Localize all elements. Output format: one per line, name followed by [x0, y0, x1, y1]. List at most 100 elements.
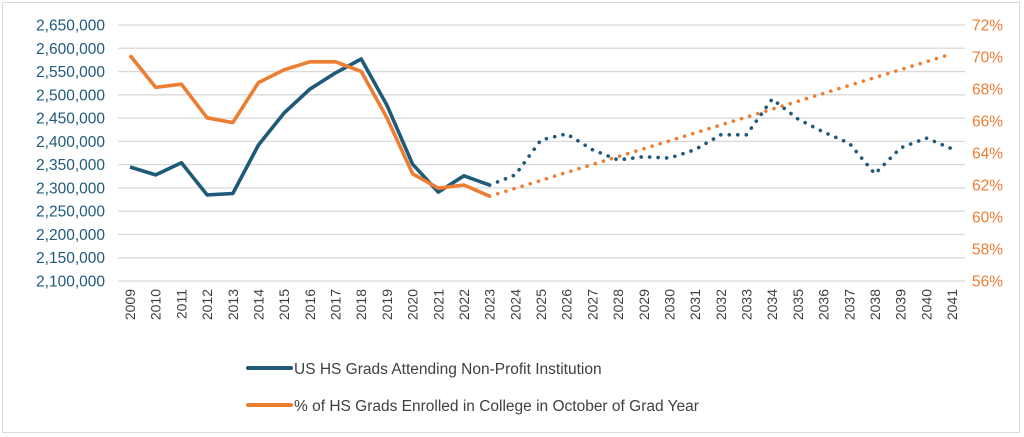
- data-point-enrollment-rate: [129, 54, 132, 57]
- x-axis-tick-label: 2018: [353, 289, 369, 320]
- data-point-enrollment-rate: [231, 121, 234, 124]
- data-point-enrollment-rate: [154, 86, 157, 89]
- right-axis-tick-label: 66%: [972, 114, 1003, 131]
- data-point-grads-projected: [617, 158, 620, 161]
- x-axis-tick-label: 2035: [790, 289, 806, 320]
- right-axis-tick-label: 68%: [972, 82, 1003, 99]
- x-axis-tick-label: 2037: [841, 289, 857, 320]
- left-axis-tick-label: 2,250,000: [36, 204, 105, 221]
- data-point-enrollment-rate-projected: [951, 52, 954, 55]
- data-point-grads-projected: [951, 147, 954, 150]
- right-axis-tick-label: 62%: [972, 178, 1003, 195]
- legend-label-enrollment-rate: % of HS Grads Enrolled in College in Oct…: [294, 398, 699, 415]
- x-axis-tick-label: 2019: [379, 289, 395, 320]
- x-axis-tick-label: 2022: [456, 289, 472, 320]
- series-line-enrollment-rate-actual: [128, 54, 491, 198]
- left-axis-tick-label: 2,650,000: [36, 18, 105, 35]
- right-axis-tick-label: 72%: [972, 18, 1003, 35]
- data-point-grads-projected: [540, 138, 543, 141]
- x-axis-tick-label: 2016: [302, 289, 318, 320]
- data-point-grads-projected: [719, 133, 722, 136]
- data-point-grads-projected: [873, 172, 876, 175]
- x-axis-tick-label: 2014: [250, 289, 266, 320]
- data-point-enrollment-rate: [308, 60, 311, 63]
- data-point-grads-projected: [694, 148, 697, 151]
- data-point-enrollment-rate: [257, 81, 260, 84]
- data-point-grads: [283, 111, 286, 114]
- data-point-enrollment-rate: [360, 70, 363, 73]
- right-axis-tick-label: 64%: [972, 146, 1003, 163]
- data-point-grads: [180, 161, 183, 164]
- left-axis-tick-label: 2,300,000: [36, 180, 105, 197]
- gridlines: [118, 24, 965, 282]
- left-axis-tick-label: 2,600,000: [36, 41, 105, 58]
- x-axis-tick-label: 2036: [816, 289, 832, 320]
- legend-item-enrollment-rate[interactable]: % of HS Grads Enrolled in College in Oct…: [246, 398, 699, 415]
- data-point-grads-projected: [591, 148, 594, 151]
- right-axis-tick-label: 56%: [972, 274, 1003, 291]
- x-axis-tick-label: 2011: [173, 289, 189, 319]
- x-axis-tick-label: 2023: [482, 289, 498, 320]
- x-axis-tick-label: 2021: [430, 289, 446, 320]
- data-point-grads-projected: [848, 142, 851, 145]
- right-axis-tick-label: 70%: [972, 50, 1003, 67]
- data-point-grads-projected: [771, 98, 774, 101]
- x-axis-tick-label: 2017: [328, 289, 344, 320]
- x-axis-tick-label: 2009: [122, 289, 138, 320]
- left-axis-tick-label: 2,400,000: [36, 134, 105, 151]
- data-point-grads-projected: [565, 132, 568, 135]
- data-point-grads-projected: [668, 157, 671, 160]
- data-point-enrollment-rate: [462, 184, 465, 187]
- data-point-enrollment-rate: [411, 172, 414, 175]
- x-axis-tick-label: 2033: [739, 289, 755, 320]
- data-point-enrollment-rate: [385, 116, 388, 119]
- left-axis-ticks: 2,650,000 2,600,000 2,550,000 2,500,000 2,45…: [36, 18, 105, 291]
- x-axis-tick-label: 2013: [225, 289, 241, 320]
- right-axis-tick-label: 60%: [972, 210, 1003, 227]
- left-axis-tick-label: 2,200,000: [36, 227, 105, 244]
- data-point-grads-projected: [745, 133, 748, 136]
- data-point-grads-projected: [822, 131, 825, 134]
- left-axis-tick-label: 2,450,000: [36, 111, 105, 128]
- data-point-enrollment-rate: [334, 60, 337, 63]
- data-point-grads-projected: [796, 118, 799, 121]
- data-point-grads: [385, 104, 388, 107]
- legend-label-grads: US HS Grads Attending Non-Profit Institu…: [294, 361, 602, 378]
- data-point-enrollment-rate: [283, 68, 286, 71]
- data-point-grads: [154, 173, 157, 176]
- x-axis-tick-label: 2030: [661, 289, 677, 320]
- data-point-grads: [462, 174, 465, 177]
- data-point-grads: [257, 144, 260, 147]
- data-point-grads: [437, 191, 440, 194]
- data-point-grads: [488, 184, 491, 187]
- x-axis-tick-label: 2027: [584, 289, 600, 320]
- x-axis-tick-label: 2040: [918, 289, 934, 320]
- right-axis-tick-label: 58%: [972, 242, 1003, 259]
- data-point-enrollment-rate: [206, 116, 209, 119]
- series-group: [128, 51, 954, 198]
- x-axis-tick-label: 2026: [559, 289, 575, 320]
- data-point-grads-projected: [514, 173, 517, 176]
- left-axis-tick-label: 2,500,000: [36, 87, 105, 104]
- data-point-grads: [334, 71, 337, 74]
- data-point-grads-projected: [925, 137, 928, 140]
- data-point-grads: [206, 193, 209, 196]
- x-axis-tick-label: 2024: [507, 289, 523, 320]
- x-axis-tick-label: 2039: [893, 289, 909, 320]
- x-axis-tick-label: 2038: [867, 289, 883, 320]
- x-axis-tick-label: 2041: [944, 289, 960, 320]
- data-point-enrollment-rate: [437, 187, 440, 190]
- x-axis-tick-label: 2032: [713, 289, 729, 320]
- legend-item-grads[interactable]: US HS Grads Attending Non-Profit Institu…: [246, 361, 602, 378]
- x-axis-ticks: 2009 2010 2011 2012 2013 2014 2015 2016 2017 2018…: [122, 289, 960, 320]
- series-line-grads-projected: [487, 97, 954, 187]
- data-point-enrollment-rate: [180, 83, 183, 86]
- x-axis-tick-label: 2012: [199, 289, 215, 320]
- x-axis-tick-label: 2034: [764, 289, 780, 320]
- x-axis-tick-label: 2010: [148, 289, 164, 320]
- data-point-enrollment-rate: [488, 195, 491, 198]
- x-axis-tick-label: 2031: [687, 289, 703, 320]
- data-point-grads-projected: [642, 155, 645, 158]
